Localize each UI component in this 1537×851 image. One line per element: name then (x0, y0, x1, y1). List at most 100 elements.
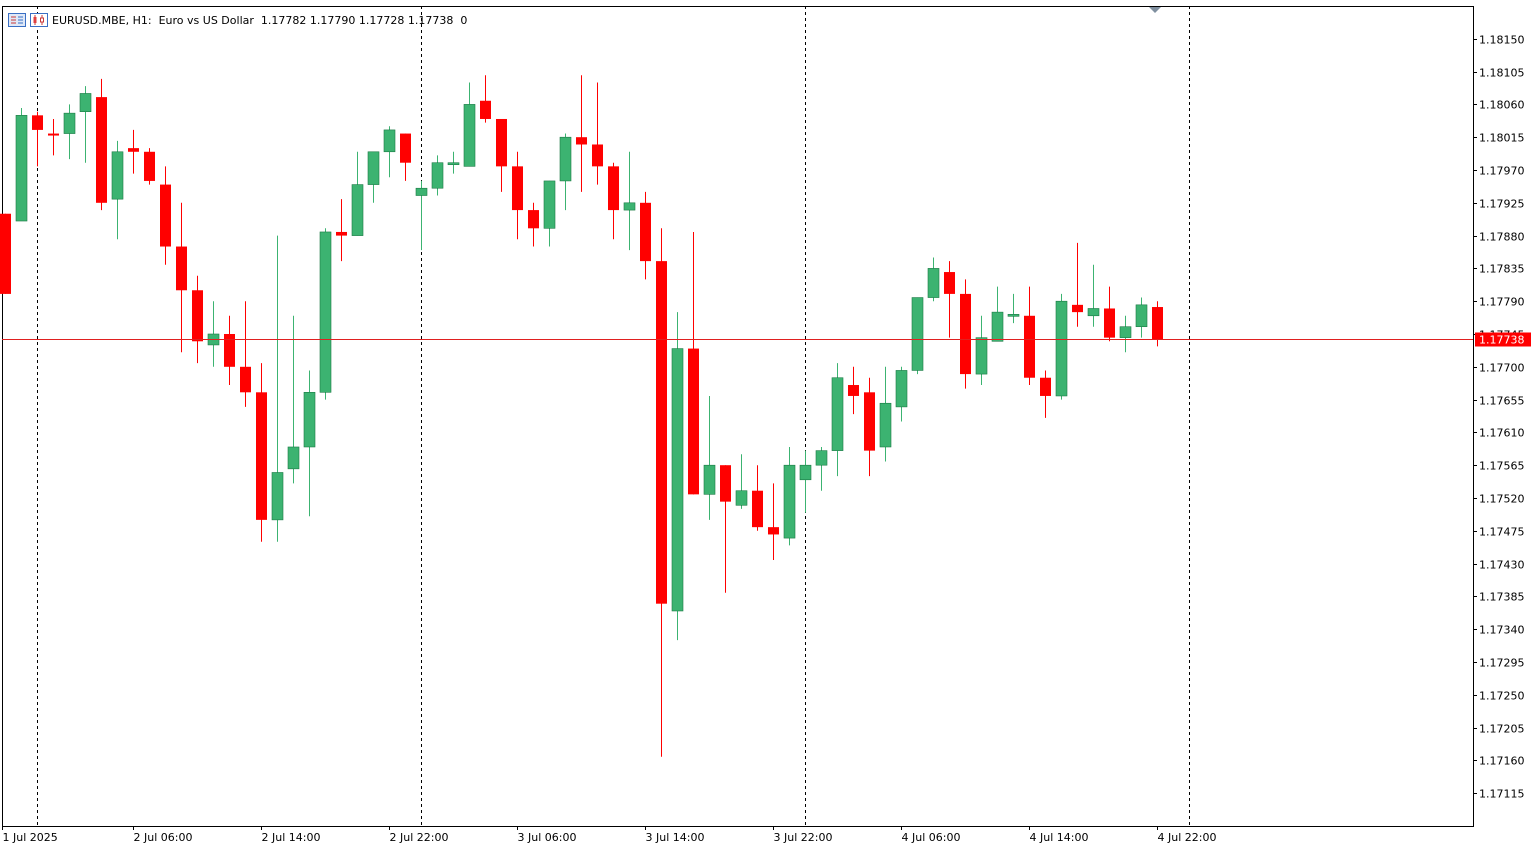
candle-body-bear[interactable] (176, 246, 187, 291)
candle-body-bear[interactable] (528, 210, 539, 229)
y-axis-tick-label: 1.17115 (1479, 788, 1525, 801)
candle-body-bear[interactable] (1072, 304, 1083, 313)
candle-body-bear[interactable] (688, 348, 699, 495)
candle-body-bear[interactable] (336, 231, 347, 236)
candle-body-bear[interactable] (864, 392, 875, 451)
candle-body-bull[interactable] (815, 450, 828, 466)
candle-body-bull[interactable] (927, 268, 940, 298)
y-axis-tick-label: 1.17430 (1479, 559, 1525, 572)
candle-body-bull[interactable] (15, 115, 28, 222)
candle-body-bear[interactable] (608, 166, 619, 211)
candle-body-bull[interactable] (895, 370, 908, 408)
x-axis-tick-label: 3 Jul 06:00 (518, 831, 577, 844)
shift-marker-icon[interactable] (1149, 7, 1161, 13)
candle-body-bull[interactable] (303, 392, 316, 448)
candle-body-bull[interactable] (975, 337, 988, 375)
candle-body-bear[interactable] (752, 490, 763, 528)
candle-body-bear[interactable] (144, 151, 155, 181)
candle-body-bear[interactable] (96, 97, 107, 203)
candle-body-bear[interactable] (128, 148, 139, 152)
candle-body-bull[interactable] (879, 402, 892, 448)
y-axis-tick-label: 1.18150 (1479, 34, 1525, 47)
candle-body-bear[interactable] (496, 118, 507, 167)
candle-body-bull[interactable] (1007, 314, 1020, 317)
candle-body-bear[interactable] (400, 133, 411, 163)
candle-body-bull[interactable] (383, 129, 396, 153)
candle-body-bear[interactable] (960, 293, 971, 375)
candle-body-bear[interactable] (48, 133, 59, 136)
candle-body-bear[interactable] (640, 202, 651, 262)
candle-body-bull[interactable] (287, 446, 300, 470)
candle-body-bear[interactable] (192, 290, 203, 342)
candle-body-bull[interactable] (415, 187, 428, 196)
candle-body-bear[interactable] (1024, 315, 1035, 378)
candle-body-bear[interactable] (944, 272, 955, 294)
x-axis-tick-label: 3 Jul 14:00 (646, 831, 705, 844)
candle-body-bear[interactable] (592, 144, 603, 167)
chart-list-icon[interactable] (8, 13, 26, 27)
volume-value: 0 (460, 13, 468, 27)
candle-body-bull[interactable] (559, 136, 572, 182)
candle-body-bull[interactable] (111, 151, 124, 200)
candle-body-bull[interactable] (623, 202, 636, 211)
candle-body-bull[interactable] (351, 184, 364, 236)
y-axis-tick-label: 1.17880 (1479, 231, 1525, 244)
candle-body-bull[interactable] (1135, 304, 1148, 328)
candle-body-bull[interactable] (319, 231, 332, 393)
y-axis-tick-label: 1.18105 (1479, 67, 1525, 80)
y-axis-tick-label: 1.17700 (1479, 362, 1525, 375)
candle-body-bull[interactable] (703, 464, 716, 495)
y-axis-tick-label: 1.18015 (1479, 132, 1525, 145)
candle-body-bear[interactable] (720, 465, 731, 502)
x-axis-tick-label: 2 Jul 14:00 (262, 831, 321, 844)
candle-body-bull[interactable] (79, 93, 92, 112)
candle-body-bear[interactable] (1040, 377, 1051, 396)
candle-body-bear[interactable] (848, 385, 859, 396)
candle-body-bull[interactable] (1087, 308, 1100, 317)
candle-body-bull[interactable] (831, 377, 844, 451)
candle-body-bull[interactable] (911, 297, 924, 371)
y-axis-tick-label: 1.17520 (1479, 493, 1525, 506)
candle-body-bear[interactable] (1152, 307, 1163, 340)
candle-body-bear[interactable] (160, 184, 171, 247)
plot-area[interactable] (2, 6, 1474, 827)
candle-body-bull[interactable] (463, 104, 476, 167)
candle-body-bear[interactable] (512, 166, 523, 211)
y-axis-tick-label: 1.17790 (1479, 296, 1525, 309)
candle-body-bear[interactable] (768, 527, 779, 535)
candlestick-chart-icon[interactable] (30, 13, 48, 27)
candle-body-bear[interactable] (224, 334, 235, 367)
candle-body-bull[interactable] (991, 311, 1004, 342)
x-axis-tick-label: 4 Jul 14:00 (1030, 831, 1089, 844)
y-axis-tick-label: 1.18060 (1479, 99, 1525, 112)
candle-body-bear[interactable] (240, 366, 251, 393)
candle-body-bull[interactable] (63, 112, 76, 134)
candle-body-bear[interactable] (656, 261, 667, 604)
candle-body-bull[interactable] (367, 151, 380, 185)
y-axis-tick-label: 1.17475 (1479, 526, 1525, 539)
candle-body-bear[interactable] (256, 392, 267, 520)
candle-body-bear[interactable] (0, 213, 11, 294)
candle-body-bull[interactable] (447, 162, 460, 166)
y-axis-tick-label: 1.17385 (1479, 591, 1525, 604)
candle-body-bull[interactable] (543, 180, 556, 229)
current-price-tag (1475, 332, 1531, 347)
y-axis-tick-label: 1.17970 (1479, 165, 1525, 178)
candle-body-bull[interactable] (735, 490, 748, 506)
candle-body-bull[interactable] (1119, 326, 1132, 338)
candle-body-bear[interactable] (480, 100, 491, 119)
candle-body-bull[interactable] (671, 348, 684, 612)
candle-body-bull[interactable] (431, 162, 444, 189)
candle-body-bull[interactable] (783, 464, 796, 539)
x-axis-tick-label: 1 Jul 2025 (3, 831, 58, 844)
candle-body-bull[interactable] (1055, 300, 1068, 397)
candle-body-bear[interactable] (576, 137, 587, 145)
candle-body-bull[interactable] (271, 472, 284, 521)
y-axis-tick-label: 1.17565 (1479, 460, 1525, 473)
candle-body-bear[interactable] (1104, 308, 1115, 338)
candle-body-bull[interactable] (799, 464, 812, 481)
candle-body-bear[interactable] (32, 115, 43, 130)
y-axis-tick-label: 1.17835 (1479, 263, 1525, 276)
